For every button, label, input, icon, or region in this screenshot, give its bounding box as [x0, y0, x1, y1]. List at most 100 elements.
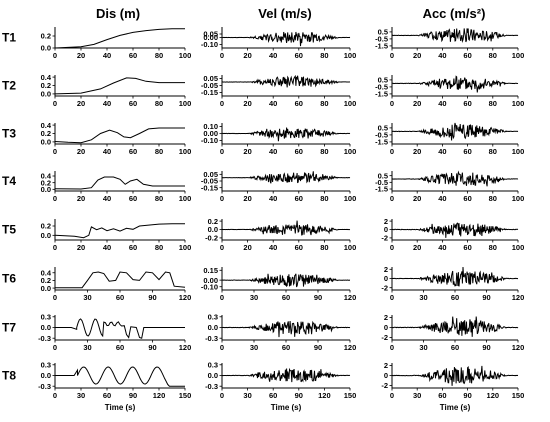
x-tick-label: 60 — [295, 194, 303, 203]
x-tick-label: 0 — [390, 99, 394, 108]
x-tick-label: 40 — [438, 194, 446, 203]
series-line-dis — [55, 366, 185, 387]
x-tick-label: 80 — [320, 147, 328, 156]
y-tick-label: -0.15 — [201, 183, 218, 192]
x-tick-label: 80 — [155, 243, 163, 252]
y-tick-label: -0.05 — [201, 177, 218, 186]
x-tick-label: 0 — [53, 194, 57, 203]
x-tick-label: 0 — [220, 343, 224, 352]
x-tick-label: 60 — [129, 51, 137, 60]
x-tick-label: 30 — [83, 343, 91, 352]
series-line-dis — [54, 28, 185, 49]
x-tick-label: 60 — [129, 194, 137, 203]
x-tick-label: 20 — [77, 147, 85, 156]
series-line-vel — [221, 220, 351, 236]
y-tick-label: 0 — [384, 323, 388, 332]
x-tick-label: 40 — [103, 99, 111, 108]
series-line-acc — [391, 122, 519, 141]
x-tick-label: 150 — [344, 391, 357, 400]
y-tick-label: 0.2 — [41, 129, 51, 138]
x-tick-label: 90 — [482, 293, 490, 302]
x-tick-label: 20 — [77, 194, 85, 203]
x-tick-label: 60 — [463, 243, 471, 252]
y-tick-label: -0.3 — [205, 382, 218, 391]
x-tick-label: 60 — [295, 99, 303, 108]
x-tick-label: 20 — [413, 51, 421, 60]
x-tick-label: 0 — [220, 99, 224, 108]
x-tick-label: 40 — [269, 194, 277, 203]
x-tick-label: 120 — [344, 293, 357, 302]
series-line-acc — [391, 170, 519, 187]
x-tick-label: 30 — [243, 391, 251, 400]
x-tick-label: 20 — [413, 194, 421, 203]
y-tick-label: 0.2 — [41, 222, 51, 231]
row-label: T3 — [2, 127, 16, 141]
series-line-dis — [54, 223, 185, 239]
y-tick-label: 0.10 — [203, 122, 218, 131]
x-tick-label: 0 — [390, 51, 394, 60]
y-tick-label: 0.3 — [208, 312, 218, 321]
axis-frame — [54, 267, 185, 291]
x-tick-label: 90 — [148, 343, 156, 352]
y-tick-label: -0.3 — [38, 334, 51, 343]
x-tick-label: 0 — [220, 51, 224, 60]
x-tick-label: 40 — [438, 243, 446, 252]
x-tick-label: 60 — [438, 391, 446, 400]
y-tick-label: 0.2 — [41, 276, 51, 285]
y-tick-label: 0.2 — [41, 178, 51, 187]
y-tick-label: -0.10 — [201, 136, 218, 145]
x-tick-label: 20 — [77, 243, 85, 252]
x-tick-label: 80 — [489, 147, 497, 156]
x-tick-label: 20 — [413, 147, 421, 156]
x-tick-label: 0 — [390, 194, 394, 203]
x-tick-label: 30 — [419, 343, 427, 352]
y-tick-label: 2 — [384, 265, 388, 274]
y-tick-label: 0.0 — [41, 284, 51, 293]
row-label: T1 — [2, 31, 16, 45]
x-tick-label: 100 — [179, 194, 192, 203]
y-tick-label: -2 — [381, 283, 388, 292]
y-tick-label: 2 — [384, 361, 388, 370]
x-tick-label: 100 — [344, 243, 357, 252]
y-tick-label: -2 — [381, 333, 388, 342]
y-tick-label: 2 — [384, 313, 388, 322]
y-tick-label: -2 — [381, 234, 388, 243]
x-tick-label: 30 — [250, 293, 258, 302]
x-tick-label: 80 — [489, 51, 497, 60]
y-tick-label: 0 — [384, 225, 388, 234]
x-tick-label: 90 — [482, 343, 490, 352]
axis-frame — [54, 171, 185, 192]
y-tick-label: 0.0 — [41, 231, 51, 240]
y-tick-label: 0.0 — [41, 323, 51, 332]
series-line-dis — [55, 271, 186, 289]
y-tick-label: 0 — [384, 274, 388, 283]
x-tick-label: 80 — [155, 147, 163, 156]
x-tick-label: 40 — [103, 147, 111, 156]
x-tick-label: 40 — [438, 51, 446, 60]
x-tick-label: 100 — [344, 99, 357, 108]
x-tick-label: 40 — [438, 147, 446, 156]
x-tick-label: 100 — [512, 243, 525, 252]
y-tick-label: -0.3 — [38, 382, 51, 391]
y-tick-label: -1.5 — [375, 138, 388, 147]
y-tick-label: -0.05 — [201, 81, 218, 90]
x-tick-label: 120 — [153, 391, 166, 400]
y-tick-label: 0.4 — [41, 121, 52, 130]
axis-frame — [391, 75, 518, 97]
y-tick-label: 0.05 — [203, 74, 218, 83]
x-axis-label: Time (s) — [105, 403, 136, 412]
y-tick-label: -0.2 — [205, 234, 218, 243]
x-tick-label: 20 — [413, 99, 421, 108]
x-tick-label: 100 — [344, 147, 357, 156]
x-tick-label: 100 — [179, 51, 192, 60]
x-tick-label: 60 — [295, 51, 303, 60]
x-tick-label: 60 — [116, 343, 124, 352]
x-tick-label: 120 — [179, 343, 192, 352]
x-tick-label: 0 — [220, 194, 224, 203]
series-line-vel — [222, 74, 351, 88]
x-tick-label: 80 — [155, 194, 163, 203]
y-tick-label: 2 — [384, 217, 388, 226]
x-tick-label: 0 — [390, 343, 394, 352]
x-tick-label: 40 — [269, 99, 277, 108]
